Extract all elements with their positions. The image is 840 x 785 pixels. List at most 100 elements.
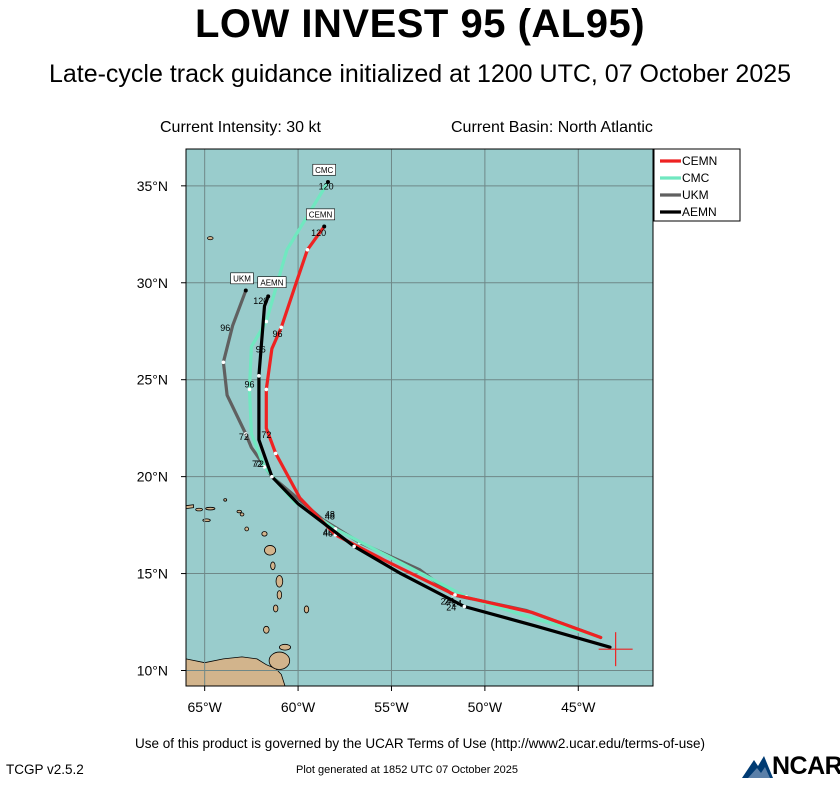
forecast-hour-label: 72: [254, 459, 264, 469]
lon-tick-label: 60°W: [281, 699, 316, 715]
forecast-hour-label: 72: [239, 432, 249, 442]
trinidad-island: [268, 651, 291, 670]
forecast-hour-label: 48: [325, 511, 335, 521]
track-point-aemn: [270, 474, 274, 479]
forecast-hour-label: 48: [323, 529, 333, 539]
legend-label-ukm: UKM: [682, 188, 709, 202]
forecast-hour-label: 120: [311, 228, 326, 238]
forecast-hour-label: 48: [323, 527, 333, 537]
legend-label-aemn: AEMN: [682, 205, 717, 219]
forecast-hour-label: 96: [273, 329, 283, 339]
track-point-cemn: [453, 593, 457, 597]
legend: CEMN CMC UKM AEMN: [653, 148, 741, 222]
forecast-hour-label: 120: [253, 296, 268, 306]
barbados-island: [303, 605, 310, 614]
lat-tick-label: 20°N: [137, 469, 168, 485]
track-point-aemn: [257, 374, 261, 378]
track-end-ukm: [243, 288, 248, 293]
axis-labels: 65°W 60°W 55°W 50°W 45°W 10°N 15°N 20°N 25°N 30°N…: [137, 178, 597, 715]
puerto-rico-edge: [186, 504, 194, 510]
track-end-aemn: [266, 294, 271, 299]
lon-tick-label: 45°W: [561, 699, 596, 715]
track-point-cemn: [273, 451, 278, 456]
lat-tick-label: 15°N: [137, 566, 168, 582]
end-label-aemn: AEMN: [260, 279, 283, 288]
lon-tick-label: 65°W: [187, 699, 222, 715]
lat-tick-label: 30°N: [137, 275, 168, 291]
virgin-islands-island: [205, 506, 216, 511]
st-martin-island: [239, 512, 245, 517]
st-kitts-island: [244, 526, 249, 532]
barbuda-north-island: [223, 498, 228, 502]
track-point-aemn: [352, 544, 356, 549]
bermuda-island: [207, 236, 214, 241]
track-aemn: [257, 294, 612, 649]
end-label-cmc: CMC: [315, 166, 333, 175]
track-point-cmc: [264, 319, 269, 324]
forecast-hour-label: 96: [256, 345, 266, 355]
track-point-ukm: [221, 360, 226, 365]
st-lucia-island: [276, 590, 283, 600]
version-label: TCGP v2.5.2: [6, 762, 84, 777]
end-label-box: [305, 208, 335, 221]
track-point-ukm: [243, 432, 248, 436]
end-label-box: [257, 276, 287, 289]
lat-tick-label: 35°N: [137, 178, 168, 194]
st-croix-island: [202, 518, 211, 523]
track-cemn: [264, 224, 603, 640]
page-subtitle: Late-cycle track guidance initialized at…: [48, 60, 792, 88]
lat-tick-label: 25°N: [137, 372, 168, 388]
antigua-island: [261, 531, 268, 537]
ocean-background: [186, 149, 653, 686]
track-point-aemn: [462, 604, 467, 609]
st-vincent-island: [273, 604, 279, 613]
forecast-hour-label: 72: [252, 459, 262, 469]
grenada-island: [263, 625, 270, 634]
forecast-hour-label: 24: [444, 597, 454, 607]
map-grid: [186, 149, 653, 686]
guadeloupe-island: [264, 545, 277, 556]
forecast-tracks: 24487296UKM24487296CMC24487296CEMN244872…: [220, 163, 612, 649]
ncar-logo-text: NCAR: [772, 752, 840, 780]
forecast-hour-label: 96: [245, 379, 255, 389]
terms-of-use: Use of this product is governed by the U…: [135, 736, 705, 751]
current-intensity: Current Intensity: 30 kt: [160, 119, 321, 136]
track-point-cmc: [247, 387, 252, 392]
forecast-hour-label: 24: [446, 602, 456, 612]
dominica-island: [270, 561, 276, 571]
lat-tick-label: 10°N: [137, 662, 168, 678]
forecast-hour-label: 24: [441, 597, 451, 607]
end-label-ukm: UKM: [233, 275, 251, 284]
end-label-box: [312, 163, 336, 176]
legend-label-cemn: CEMN: [682, 154, 717, 168]
forecast-hour-label: 120: [319, 182, 334, 192]
martinique-island: [275, 575, 284, 588]
track-point-cemn: [264, 387, 269, 392]
forecast-hour-label: 48: [325, 509, 335, 519]
track-point-cemn: [279, 325, 284, 330]
track-point-cmc: [262, 465, 267, 469]
map-frame: [185, 148, 654, 687]
lon-tick-label: 50°W: [468, 699, 503, 715]
forecast-hour-label: 96: [220, 323, 230, 333]
current-basin: Current Basin: North Atlantic: [451, 119, 653, 136]
track-end-cmc: [325, 179, 330, 184]
end-label-cemn: CEMN: [309, 211, 333, 220]
end-label-box: [230, 272, 254, 285]
south-america-coast: [186, 656, 286, 686]
ncar-logo-icon: [742, 756, 773, 778]
culebra-island: [195, 507, 203, 512]
page-title: LOW INVEST 95 (AL95): [194, 2, 646, 46]
anguilla-island: [236, 509, 242, 514]
legend-label-cmc: CMC: [682, 171, 710, 185]
track-end-cemn: [322, 224, 327, 229]
lon-tick-label: 55°W: [374, 699, 409, 715]
track-point-cemn: [305, 248, 310, 252]
land-masses: [186, 236, 310, 686]
plot-generated-time: Plot generated at 1852 UTC 07 October 20…: [296, 764, 518, 776]
tobago-island: [278, 643, 292, 651]
ncar-logo: NCAR: [740, 752, 840, 780]
current-position-marker: [598, 632, 633, 667]
forecast-hour-label: 72: [261, 430, 271, 440]
